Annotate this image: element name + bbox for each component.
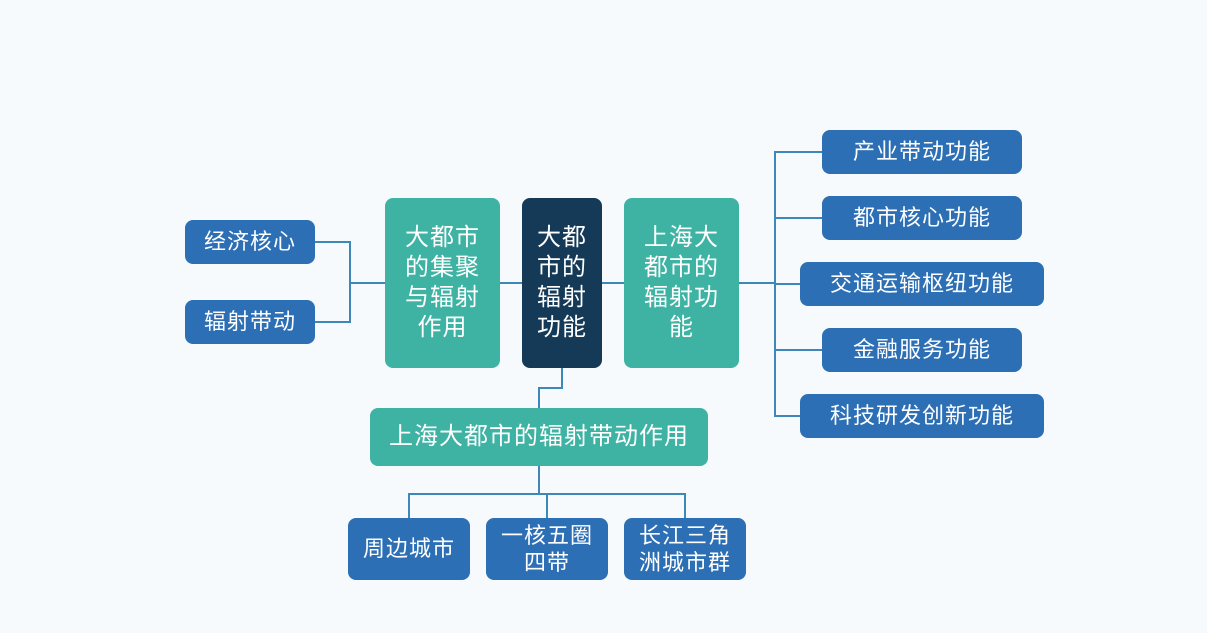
node-economic-core: 经济核心 xyxy=(185,220,315,264)
node-right-mid: 上海大 都市的 辐射功 能 xyxy=(624,198,739,368)
node-surrounding-cities: 周边城市 xyxy=(348,518,470,580)
node-tech-rd-innovation: 科技研发创新功能 xyxy=(800,394,1044,438)
node-bottom-mid: 上海大都市的辐射带动作用 xyxy=(370,408,708,466)
node-industry-drive: 产业带动功能 xyxy=(822,130,1022,174)
node-urban-core: 都市核心功能 xyxy=(822,196,1022,240)
node-radiation-drive: 辐射带动 xyxy=(185,300,315,344)
node-left-mid: 大都市 的集聚 与辐射 作用 xyxy=(385,198,500,368)
node-transport-hub: 交通运输枢纽功能 xyxy=(800,262,1044,306)
node-yangtze-delta-cluster: 长江三角 洲城市群 xyxy=(624,518,746,580)
node-one-core-five-rings: 一核五圈 四带 xyxy=(486,518,608,580)
diagram-canvas: 大都 市的 辐射 功能 大都市 的集聚 与辐射 作用 经济核心 辐射带动 上海大… xyxy=(0,0,1207,633)
node-financial-services: 金融服务功能 xyxy=(822,328,1022,372)
node-center: 大都 市的 辐射 功能 xyxy=(522,198,602,368)
